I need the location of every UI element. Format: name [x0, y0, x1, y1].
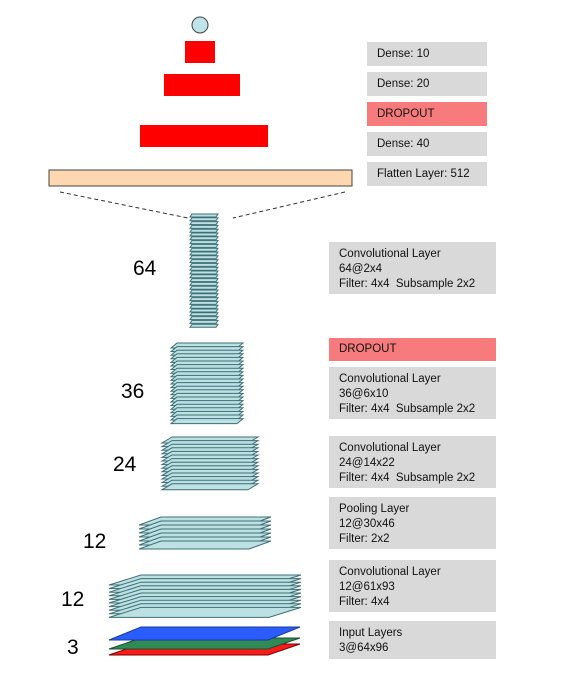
conv64-sheet [189, 297, 219, 302]
input-stack [108, 626, 301, 656]
conv12-title: Convolutional Layer [339, 566, 441, 578]
conv64-sheet [189, 243, 219, 248]
conv64-sheet [189, 240, 219, 245]
conv24-filter: Filter: 4x4 Subsample 2x2 [339, 472, 476, 484]
pool12-filter: Filter: 2x2 [339, 533, 390, 545]
conv64-sheet [189, 251, 219, 256]
dropout-top-label: DROPOUT [367, 102, 487, 126]
flatten-text: Flatten Layer: 512 [377, 167, 470, 180]
depth-12-pool: 12 [83, 530, 107, 553]
conv64-sheet [189, 270, 219, 275]
conv64-filter: Filter: 4x4 Subsample 2x2 [339, 278, 476, 290]
dense-10-label: Dense: 10 [367, 42, 487, 66]
conv64-sheet [189, 224, 219, 229]
conv24-sheet [160, 483, 260, 491]
conv64-sheet [189, 293, 219, 298]
conv36-shape: 36@6x10 [339, 388, 389, 400]
conv36-label: Convolutional Layer 36@6x10 Filter: 4x4 … [329, 367, 496, 419]
conv64-sheet [189, 213, 219, 218]
conv64-label: Convolutional Layer 64@2x4 Filter: 4x4 S… [329, 242, 496, 294]
conv36-title: Convolutional Layer [339, 373, 441, 385]
conv64-sheet [189, 278, 219, 283]
conv64-sheet [189, 304, 219, 309]
conv64-sheet [189, 259, 219, 264]
conv24-stack [160, 436, 260, 491]
conv64-sheet [189, 312, 219, 317]
conv64-sheet [189, 281, 219, 286]
conv12-filter: Filter: 4x4 [339, 596, 390, 608]
pool12-stack [138, 516, 272, 550]
conv64-sheet [189, 266, 219, 271]
pool12-title: Pooling Layer [339, 503, 410, 515]
conv64-sheet [189, 285, 219, 290]
pool12-label: Pooling Layer 12@30x46 Filter: 2x2 [329, 497, 496, 549]
conv64-sheet [189, 255, 219, 260]
conv64-sheet [189, 247, 219, 252]
pool12-shape: 12@30x46 [339, 518, 395, 530]
depth-24: 24 [113, 453, 137, 476]
input-title: Input Layers [339, 627, 403, 639]
depth-36: 36 [121, 380, 145, 403]
conv12-sheet [108, 606, 302, 618]
conv24-shape: 24@14x22 [339, 457, 395, 469]
conv12-stack [108, 574, 302, 618]
pool12-sheet [138, 540, 272, 550]
conv64-sheet [189, 228, 219, 233]
conv36-stack [169, 342, 245, 425]
dense-40-label: Dense: 40 [367, 132, 487, 156]
dense-40-block [140, 125, 268, 147]
conv64-sheet [189, 262, 219, 267]
dropout-top-text: DROPOUT [377, 107, 435, 120]
conv64-sheet [189, 221, 219, 226]
conv64-sheet [189, 316, 219, 321]
input-sheet-blue [108, 626, 301, 641]
depth-3: 3 [67, 636, 79, 659]
conv64-sheet [189, 217, 219, 222]
dense-20-block [164, 74, 240, 96]
connector-right [232, 191, 346, 219]
dense-10-block [185, 41, 215, 63]
conv64-shape: 64@2x4 [339, 263, 383, 275]
dropout-mid-label: DROPOUT [329, 338, 496, 361]
dense-40-text: Dense: 40 [377, 137, 430, 150]
conv64-title: Convolutional Layer [339, 248, 441, 260]
conv24-title: Convolutional Layer [339, 442, 441, 454]
conv64-sheet [189, 236, 219, 241]
input-shape: 3@64x96 [339, 642, 389, 654]
dense-20-text: Dense: 20 [377, 77, 430, 90]
depth-64: 64 [133, 257, 157, 280]
conv64-sheet [189, 323, 219, 328]
conv64-sheet [189, 319, 219, 324]
dense-20-label: Dense: 20 [367, 72, 487, 96]
conv36-sheet [169, 418, 245, 425]
flatten-label: Flatten Layer: 512 [367, 162, 487, 186]
dense-10-text: Dense: 10 [377, 47, 430, 60]
conv64-sheet [189, 289, 219, 294]
conv64-sheet [189, 232, 219, 237]
conv12-shape: 12@61x93 [339, 581, 395, 593]
output-node [191, 16, 209, 34]
dropout-mid-text: DROPOUT [339, 343, 397, 355]
conv12-label: Convolutional Layer 12@61x93 Filter: 4x4 [329, 560, 496, 612]
conv64-stack [189, 213, 219, 328]
conv64-sheet [189, 308, 219, 313]
depth-12-conv: 12 [61, 588, 85, 611]
input-label: Input Layers 3@64x96 [329, 621, 496, 659]
conv64-sheet [189, 274, 219, 279]
connector-left [59, 191, 189, 219]
conv64-sheet [189, 300, 219, 305]
conv36-filter: Filter: 4x4 Subsample 2x2 [339, 403, 476, 415]
conv24-label: Convolutional Layer 24@14x22 Filter: 4x4… [329, 436, 496, 488]
flatten-block [48, 169, 353, 187]
